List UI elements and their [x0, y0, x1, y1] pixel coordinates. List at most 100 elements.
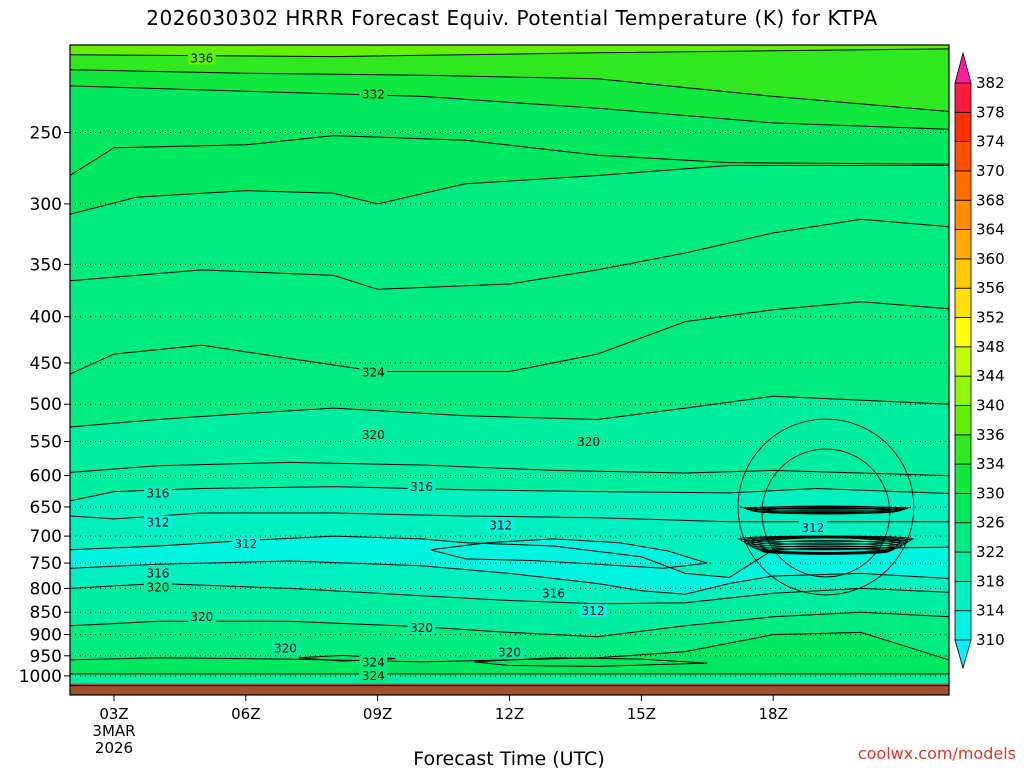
- colorbar-tick-label: 368: [976, 191, 1005, 209]
- contour-band: [70, 85, 949, 176]
- y-axis: 250 300 350 400 450 500 550 600 650 700 750 800 850 9…: [19, 124, 70, 687]
- contour-line: [758, 511, 894, 514]
- contour-band: [70, 219, 949, 374]
- x-tick-label: 2026: [95, 739, 133, 757]
- colorbar-segment: [954, 199, 972, 231]
- contour-label: 324: [362, 669, 385, 683]
- y-tick-label: 350: [30, 255, 62, 275]
- contour-line: [70, 611, 949, 638]
- colorbar-tick-label: 356: [976, 279, 1005, 297]
- contour-label: 312: [582, 604, 605, 618]
- colorbar-tick-label: 360: [976, 250, 1005, 268]
- contour-band: [70, 301, 949, 427]
- colorbar-tick-label: 370: [976, 162, 1005, 180]
- colorbar-segment: [954, 581, 972, 612]
- contour-lines: [70, 48, 949, 687]
- contour-label-bg: [359, 655, 388, 669]
- contour-label-bg: [187, 51, 216, 65]
- colorbar-segment: [954, 463, 972, 494]
- contour-label: 332: [362, 88, 385, 102]
- contour-label: 324: [362, 365, 385, 379]
- colorbar-segment: [954, 375, 972, 406]
- contour-line: [746, 536, 906, 551]
- colorbar-tick-label: 348: [976, 338, 1005, 356]
- colorbar-segment: [954, 434, 972, 465]
- colorbar-segment: [954, 492, 972, 524]
- contour-band: [70, 513, 949, 578]
- contour-line: [70, 301, 949, 375]
- colorbar-segment: [954, 229, 972, 260]
- y-tick-label: 450: [30, 354, 62, 374]
- contour-label: 316: [146, 487, 169, 501]
- contour-label: 320: [274, 641, 297, 655]
- colorbar-tick-label: 314: [976, 602, 1005, 620]
- contour-band: [70, 632, 949, 686]
- contour-band: [70, 45, 949, 57]
- colorbar-tick-label: 318: [976, 572, 1005, 590]
- x-tick-label: 06Z: [231, 705, 260, 723]
- colorbar-segment: [954, 258, 972, 289]
- contour-pocket: [474, 657, 708, 667]
- y-tick-label: 650: [30, 498, 62, 518]
- contour-pocket: [430, 538, 708, 569]
- contour-label-bg: [539, 586, 568, 600]
- y-tick-label: 800: [30, 579, 62, 599]
- contour-label-bg: [143, 515, 172, 529]
- contour-label-bg: [143, 566, 172, 580]
- contour-label-bg: [359, 365, 388, 379]
- colorbar-tick-label: 344: [976, 367, 1005, 385]
- y-tick-label: 850: [30, 603, 62, 623]
- contour-line: [70, 395, 949, 428]
- contour-line: [755, 542, 897, 554]
- contour-label-bg: [231, 536, 260, 550]
- contour-line: [70, 69, 949, 112]
- contour-line: [70, 631, 949, 663]
- x-tick-label: 18Z: [759, 705, 788, 723]
- contour-band: [70, 165, 949, 290]
- colorbar-tick-label: 352: [976, 309, 1005, 327]
- contour-line: [70, 461, 949, 477]
- contour-label-bg: [143, 486, 172, 500]
- colorbar-top-arrow: [954, 51, 972, 84]
- contour-band: [70, 48, 949, 112]
- colorbar-tick-label: 326: [976, 514, 1005, 532]
- y-tick-label: 400: [30, 308, 62, 328]
- contour-label-bg: [271, 641, 300, 655]
- colorbar-segment: [954, 141, 972, 172]
- colorbar-tick-label: 310: [976, 631, 1005, 649]
- contour-line: [761, 548, 891, 555]
- colorbar-tick-label: 382: [976, 74, 1005, 92]
- contour-band: [70, 583, 949, 637]
- contour-line: [70, 535, 949, 579]
- colorbar-tick-label: 364: [976, 221, 1005, 239]
- contour-label-bg: [574, 435, 603, 449]
- contour-label-bg: [187, 609, 216, 623]
- contour-label: 320: [410, 621, 433, 635]
- contour-label: 320: [190, 610, 213, 624]
- credit-text: coolwx.com/models: [857, 744, 1016, 763]
- y-tick-label: 950: [30, 647, 62, 667]
- contour-line: [70, 486, 949, 502]
- x-tick-label: 12Z: [495, 705, 524, 723]
- contour-line: [70, 85, 949, 130]
- contour-line: [70, 48, 949, 58]
- x-tick-label: 03Z: [99, 705, 128, 723]
- contour-label: 316: [410, 480, 433, 494]
- x-tick-label: 09Z: [363, 705, 392, 723]
- y-tick-label: 300: [30, 195, 62, 215]
- contour-label: 312: [801, 521, 824, 535]
- contour-label-bg: [359, 87, 388, 101]
- contour-label-bg: [579, 604, 607, 618]
- colorbar-bottom-arrow: [954, 639, 972, 670]
- colorbar-segment: [954, 405, 972, 436]
- surface-band: [70, 683, 949, 695]
- colorbar-tick-label: 374: [976, 133, 1005, 151]
- colorbar: 310 314 318 322 326 330 334 336 340 344 348 352 356 3…: [954, 51, 1005, 670]
- colorbar-tick-label: 340: [976, 397, 1005, 415]
- contour-label: 312: [146, 515, 169, 529]
- colorbar-tick-label: 334: [976, 455, 1005, 473]
- contour-label-bg: [359, 668, 388, 682]
- y-tick-label: 900: [30, 626, 62, 646]
- contour-label-bg: [407, 480, 436, 494]
